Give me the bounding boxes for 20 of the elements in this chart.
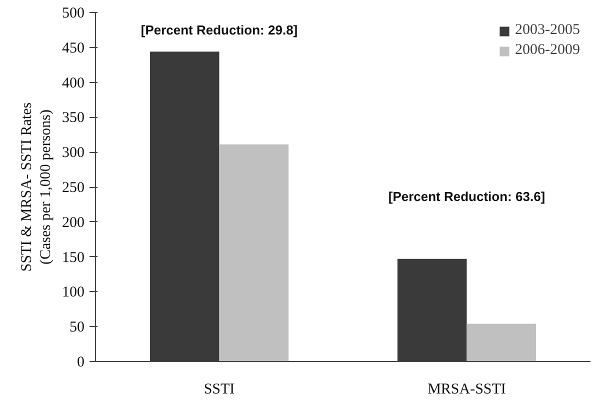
y-tick-label: 300 (62, 145, 84, 162)
y-tick-label: 150 (62, 250, 84, 266)
bar (466, 324, 536, 362)
y-tick-label: 450 (62, 40, 84, 56)
y-tick-label: 0 (77, 354, 84, 370)
x-tick-label: SSTI (204, 382, 235, 398)
annotation: [Percent Reduction: 29.8] (140, 22, 298, 38)
y-tick-label: 200 (62, 214, 84, 231)
y-tick-label: 500 (62, 6, 84, 22)
y-tick-label: 100 (62, 284, 84, 301)
legend-label: 2003-2005 (515, 22, 580, 39)
y-tick-label: 50 (70, 320, 84, 336)
bar (219, 144, 289, 362)
legend-label: 2006-2009 (515, 42, 580, 59)
annotation: [Percent Reduction: 63.6] (388, 188, 546, 204)
y-tick-label: 400 (62, 75, 84, 92)
y-tick-label: 250 (62, 180, 84, 196)
x-tick-label: MRSA-SSTI (428, 382, 506, 398)
y-axis-title: SSTI & MRSA- SSTI Rates (Cases per 1,000 persons) (18, 102, 54, 272)
y-tick-label: 350 (62, 110, 84, 126)
